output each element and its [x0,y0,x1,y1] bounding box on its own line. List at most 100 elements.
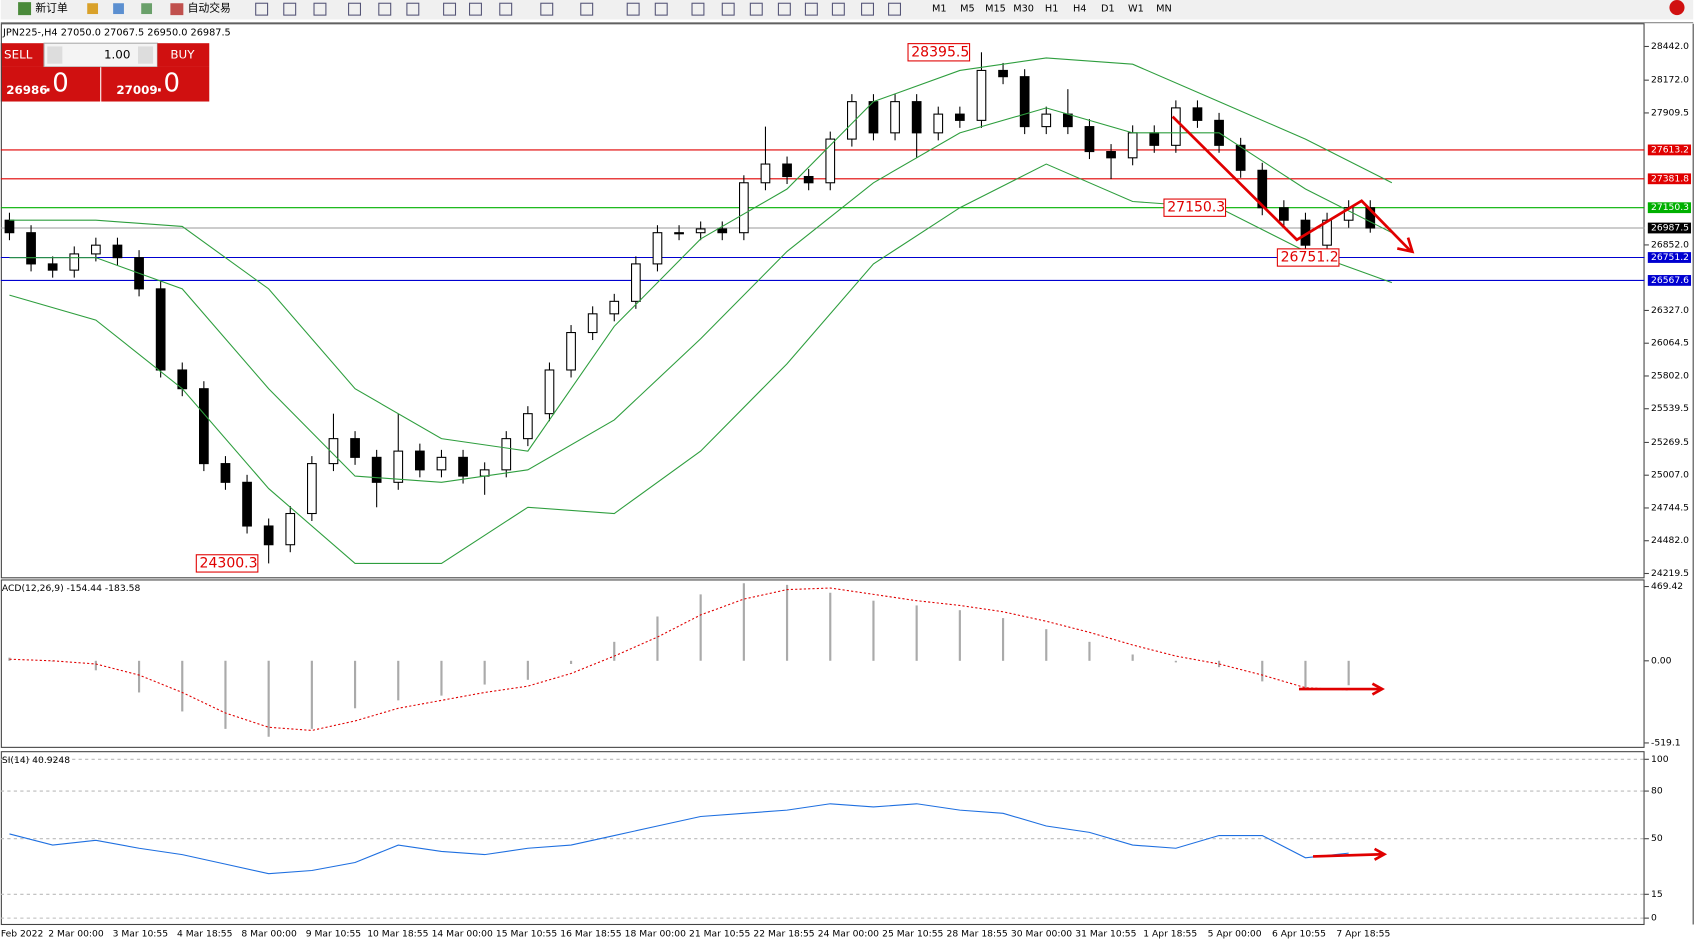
new-order[interactable]: 新订单 [35,1,68,15]
tool-icon[interactable] [831,2,845,16]
bollinger-middle [9,107,1393,483]
candle-body [285,512,296,546]
candle-body [1365,207,1376,229]
candle-body [436,456,447,471]
candle-body [4,219,15,234]
timeframe-button[interactable]: W1 [1128,4,1144,15]
tool-icon[interactable] [580,2,594,16]
icon[interactable] [18,2,32,16]
tool-icon[interactable] [721,2,735,16]
candle-body [198,388,209,465]
candle-body [955,113,965,121]
rsi-title: SI(14) 40.9248 [2,755,70,766]
annotation-box [195,554,259,573]
candle-body [587,313,598,334]
y-tick-label: 24219.5 [1651,568,1689,579]
candle-body [1127,132,1138,159]
tool-icon[interactable] [313,2,327,16]
toolbar-bg [0,0,1694,20]
buy-button[interactable] [157,43,210,67]
level-label-bg [1647,275,1692,286]
candle-body [803,175,814,184]
tool-icon[interactable] [406,2,420,16]
candle-body [933,113,944,134]
candle-body [890,101,900,134]
lot-value[interactable]: 1.00 [104,48,130,62]
sell-button[interactable] [0,43,45,67]
tool-icon[interactable] [378,2,392,16]
tool-icon[interactable] [499,2,513,16]
auto-trading[interactable]: 自动交易 [188,1,231,15]
timeframe-button[interactable]: M15 [985,4,1006,15]
icon[interactable] [113,3,124,15]
arrow-head [1371,682,1385,696]
alert-badge[interactable] [1669,0,1685,16]
buy-label[interactable]: BUY [170,48,195,62]
timeframe-button[interactable]: MN [1156,4,1172,15]
candle-body [1171,107,1181,146]
level-label: 26987.5 [1651,223,1689,234]
annotation: 26751.2 [1281,250,1339,266]
y-tick-label: 26852.0 [1651,239,1689,250]
rsi-arrow [1312,852,1384,858]
x-tick-label: 10 Mar 18:55 [367,929,428,940]
icon[interactable] [87,3,99,15]
tool-icon[interactable] [777,2,791,16]
x-tick-label: 25 Mar 10:55 [882,929,943,940]
candle-body [350,438,360,458]
tool-icon[interactable] [255,2,269,16]
tool-icon[interactable] [654,2,668,16]
y-tick-label: 27909.5 [1651,107,1689,118]
candle-body [1192,107,1203,121]
timeframe-button[interactable]: H1 [1045,4,1059,15]
tool-icon[interactable] [348,2,362,16]
spin-down[interactable] [47,46,63,64]
candle-body [69,253,80,271]
x-tick-label: 5 Apr 00:00 [1208,929,1262,940]
rsi-line [9,803,1349,875]
tool-icon[interactable] [443,2,457,16]
ask-box[interactable] [101,66,210,102]
icon[interactable] [170,3,184,16]
tool-icon[interactable] [283,2,297,16]
tool-icon[interactable] [888,2,901,16]
x-tick-label: Feb 2022 [1,929,44,940]
y-tick-label: 26064.5 [1651,338,1689,349]
candle-body [90,244,101,255]
level-label: 26567.6 [1651,275,1689,286]
candle-body [847,101,857,140]
candle-body [1084,126,1095,153]
tool-icon[interactable] [749,2,763,16]
bid-box[interactable] [0,66,101,102]
x-tick-label: 16 Mar 18:55 [560,929,621,940]
tool-icon[interactable] [540,2,554,16]
x-tick-label: 14 Mar 00:00 [432,929,493,940]
candle-body [976,69,987,121]
timeframe-button[interactable]: M1 [932,4,947,15]
tool-icon[interactable] [691,2,705,16]
icon[interactable] [141,3,153,15]
timeframe-button[interactable]: M5 [960,4,975,15]
tool-icon[interactable] [861,2,874,16]
ask-price: 27009 [116,83,157,97]
level-label: 26751.2 [1651,252,1689,263]
sell-label[interactable]: SELL [4,48,33,62]
bid-price: 26986 [6,83,47,97]
timeframe-button[interactable]: D1 [1101,4,1115,15]
y-tick-label: 25539.5 [1651,403,1689,414]
tool-icon[interactable] [469,2,482,16]
tool-icon[interactable] [626,2,640,16]
tool-icons: M1 M5 M15 M30 H1 H4 D1 W1 MN [255,0,1685,16]
candle-body [717,228,728,234]
timeframe-button[interactable]: H4 [1073,4,1087,15]
timeframe-button[interactable]: M30 [1013,4,1034,15]
y-tick-label: 28442.0 [1651,41,1689,52]
spin-up[interactable] [137,46,154,64]
candle-body [1257,169,1268,209]
tool-icon[interactable] [804,2,818,16]
y-tick-label: 0.00 [1651,655,1672,666]
candle-body [544,369,555,415]
candle-body [782,163,792,178]
